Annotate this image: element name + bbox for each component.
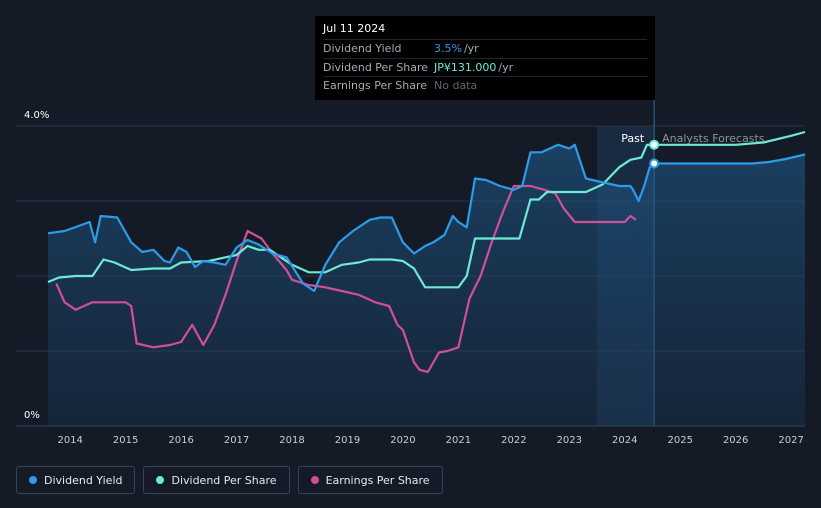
tooltip-row-dividend-yield: Dividend Yield 3.5% /yr: [323, 39, 647, 58]
y-tick-label-zero: 0%: [24, 410, 40, 421]
tooltip-unit: /yr: [463, 42, 479, 56]
x-tick-label: 2027: [778, 435, 803, 446]
legend-item-dividend-yield[interactable]: Dividend Yield: [16, 466, 136, 494]
tooltip-label: Dividend Per Share: [323, 60, 429, 74]
x-tick-label: 2018: [279, 435, 304, 446]
tooltip-row-earnings-per-share: Earnings Per Share No data: [323, 76, 647, 95]
legend-label: Dividend Per Share: [171, 473, 277, 487]
legend-dot-icon: [156, 476, 165, 484]
legend-dot-icon: [29, 476, 37, 484]
y-tick-label-top: 4.0%: [24, 110, 49, 121]
tooltip-label: Dividend Yield: [323, 42, 402, 56]
tooltip-value-dividend-per-share: JP¥131.000: [434, 60, 497, 74]
legend-label: Earnings Per Share: [325, 473, 430, 487]
x-tick-label: 2020: [390, 435, 415, 446]
x-tick-label: 2015: [113, 435, 138, 446]
tooltip-value-dividend-yield: 3.5%: [434, 42, 462, 56]
legend-item-dividend-per-share[interactable]: Dividend Per Share: [143, 466, 290, 494]
tooltip: Jul 11 2024 Dividend Yield 3.5% /yr Divi…: [315, 16, 655, 100]
x-tick-label: 2022: [501, 435, 526, 446]
x-tick-label: 2021: [446, 435, 471, 446]
x-tick-label: 2025: [667, 435, 692, 446]
dividend-yield-line: [47, 143, 806, 293]
legend-item-earnings-per-share[interactable]: Earnings Per Share: [297, 466, 443, 494]
earnings-per-share-line: [55, 184, 637, 374]
forecast-label: Analysts Forecasts: [662, 132, 765, 145]
tooltip-value-earnings-per-share: No data: [434, 79, 478, 93]
tooltip-row-dividend-per-share: Dividend Per Share JP¥131.000 /yr: [323, 57, 647, 77]
x-tick-label: 2023: [557, 435, 582, 446]
now-marker: [649, 158, 660, 169]
past-label: Past: [621, 132, 645, 145]
legend: Dividend Yield Dividend Per Share Earnin…: [16, 466, 443, 494]
tooltip-date: Jul 11 2024: [323, 22, 386, 35]
x-tick-label: 2016: [168, 435, 193, 446]
legend-label: Dividend Yield: [44, 473, 123, 487]
x-tick-label: 2026: [723, 435, 748, 446]
dividend-yield-area: [48, 144, 805, 427]
x-tick-label: 2017: [224, 435, 249, 446]
tooltip-label: Earnings Per Share: [323, 79, 428, 93]
dividend-per-share-line: [47, 130, 806, 289]
now-marker: [649, 139, 660, 150]
x-tick-label: 2024: [612, 435, 637, 446]
tooltip-unit: /yr: [498, 60, 514, 74]
x-tick-label: 2019: [335, 435, 360, 446]
x-tick-label: 2014: [57, 435, 82, 446]
legend-dot-icon: [310, 476, 319, 484]
